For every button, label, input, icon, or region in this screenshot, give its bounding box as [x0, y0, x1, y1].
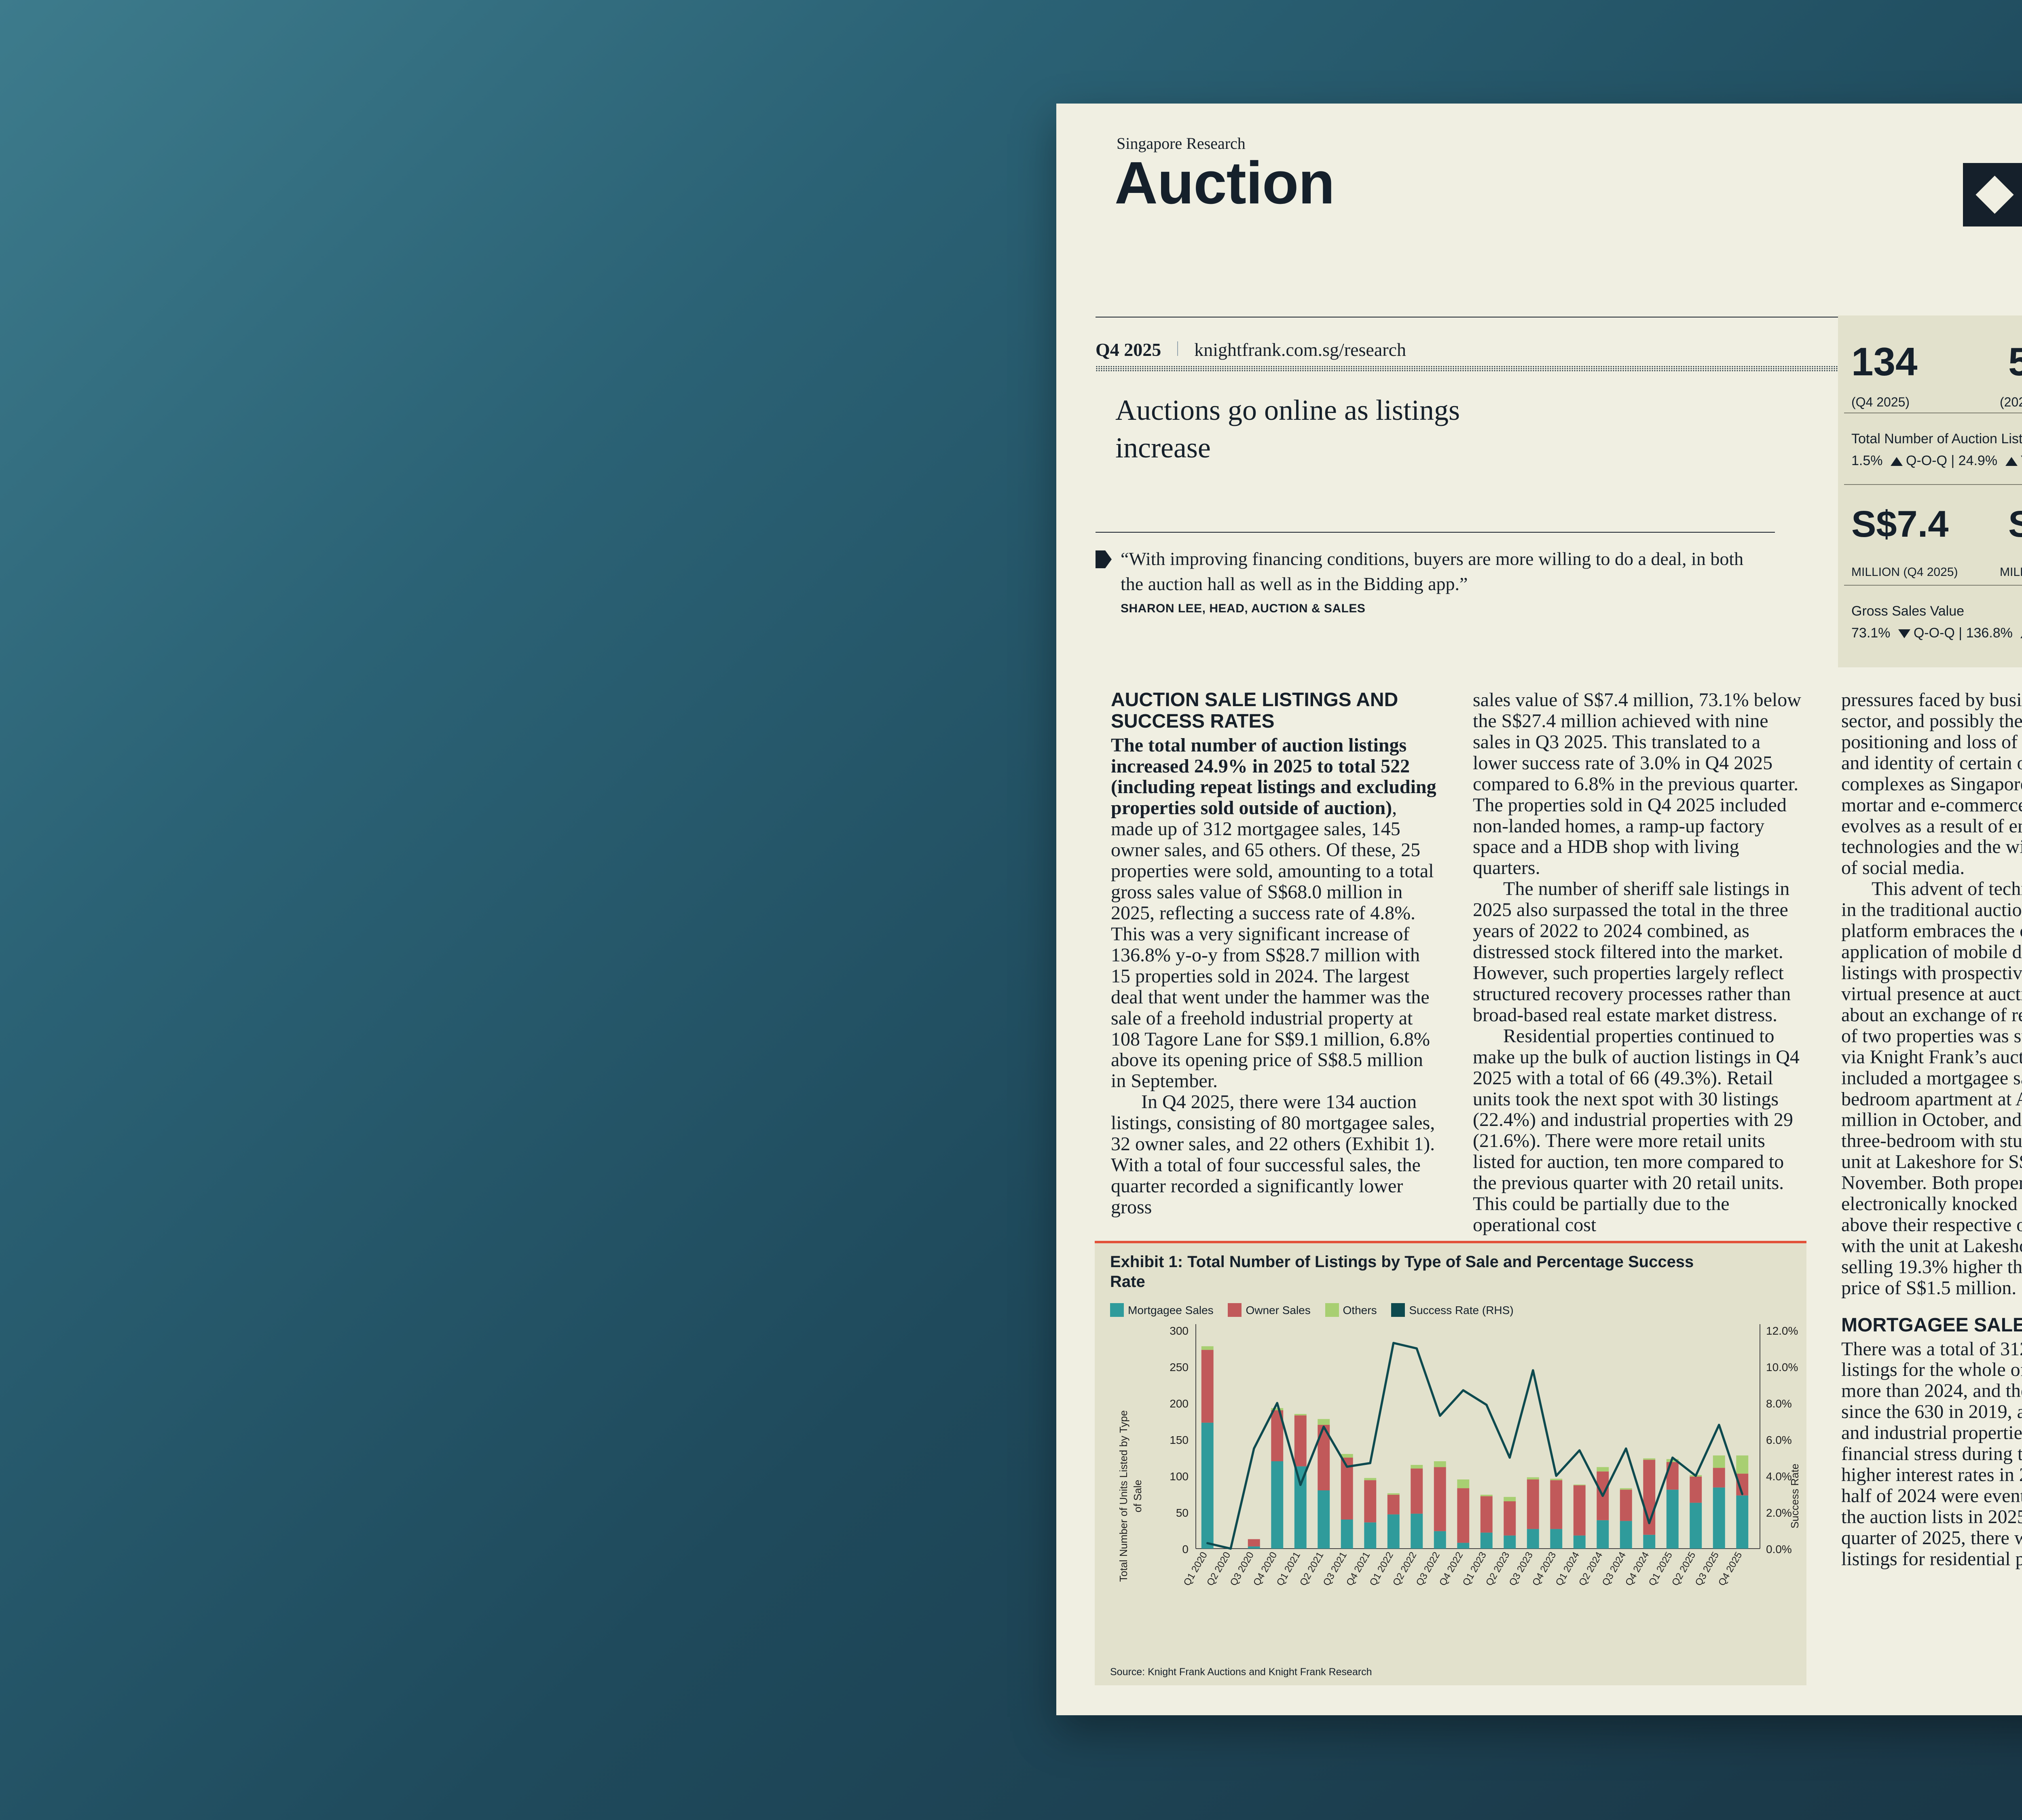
svg-text:12.0%: 12.0%: [1766, 1325, 1798, 1337]
svg-text:4.0%: 4.0%: [1766, 1470, 1792, 1483]
svg-text:200: 200: [1170, 1397, 1189, 1410]
svg-text:Total Number of Units Listed b: Total Number of Units Listed by Type: [1117, 1410, 1129, 1582]
svg-text:50: 50: [1176, 1507, 1189, 1519]
svg-text:100: 100: [1170, 1470, 1189, 1483]
svg-text:6.0%: 6.0%: [1766, 1434, 1792, 1446]
svg-text:Success Rate: Success Rate: [1789, 1464, 1801, 1528]
svg-text:of Sale: of Sale: [1132, 1480, 1144, 1513]
svg-text:250: 250: [1170, 1361, 1189, 1373]
svg-text:300: 300: [1170, 1325, 1189, 1337]
svg-text:10.0%: 10.0%: [1766, 1361, 1798, 1373]
svg-text:150: 150: [1170, 1434, 1189, 1446]
svg-text:8.0%: 8.0%: [1766, 1397, 1792, 1410]
svg-text:0.0%: 0.0%: [1766, 1543, 1792, 1555]
svg-text:0: 0: [1182, 1543, 1189, 1555]
svg-text:2.0%: 2.0%: [1766, 1507, 1792, 1519]
